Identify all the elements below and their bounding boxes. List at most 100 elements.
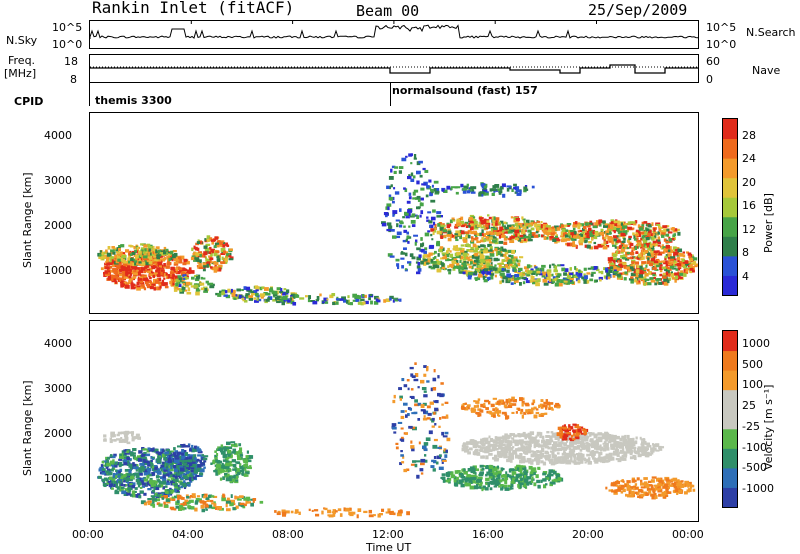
velocity-cell <box>154 492 158 497</box>
velocity-cell <box>200 504 205 509</box>
power-cell <box>490 231 493 236</box>
velocity-cell <box>276 512 281 516</box>
power-cell <box>119 280 123 284</box>
power-cell <box>430 228 435 232</box>
power-cell <box>493 227 498 231</box>
velocity-cell <box>117 431 122 435</box>
power-cell <box>112 268 118 272</box>
power-cell <box>122 275 126 280</box>
velocity-cell <box>608 456 611 459</box>
power-cell <box>218 267 222 272</box>
velocity-cell <box>162 482 167 485</box>
power-cell <box>272 299 276 302</box>
velocity-cell <box>555 444 558 447</box>
power-cell <box>129 270 134 275</box>
velocity-cell <box>175 501 180 506</box>
velocity-cell <box>616 453 620 457</box>
velocity-cell <box>512 449 517 454</box>
power-cell <box>623 225 628 229</box>
power-cell <box>430 252 436 255</box>
power-cell <box>129 253 133 257</box>
power-cell <box>121 258 125 263</box>
power-cell <box>619 244 623 248</box>
power-cell <box>657 239 661 243</box>
velocity-cell <box>531 459 535 462</box>
power-cell <box>633 238 639 241</box>
power-cell <box>652 240 657 245</box>
power-cell <box>224 290 228 294</box>
power-cell <box>499 229 505 233</box>
velocity-cell <box>150 486 154 489</box>
power-cell <box>577 222 581 226</box>
power-cell <box>517 222 522 226</box>
power-cell <box>229 256 234 260</box>
velocity-cell <box>577 454 582 458</box>
velocity-cell <box>482 437 486 441</box>
velocity-cell <box>131 465 136 470</box>
power-cell <box>619 261 623 265</box>
power-cell <box>613 271 619 274</box>
velocity-cell <box>523 460 529 463</box>
velocity-cell <box>134 487 138 490</box>
velocity-cell <box>633 447 636 451</box>
power-panel <box>89 112 699 314</box>
velocity-cell <box>236 469 240 472</box>
velocity-cell <box>583 438 589 442</box>
power-cell <box>596 268 600 272</box>
power-cell <box>128 280 132 284</box>
velocity-cell <box>308 508 311 512</box>
power-cell <box>189 270 195 274</box>
power-cell <box>683 273 687 277</box>
power-cell <box>161 269 164 272</box>
power-cell <box>483 244 486 248</box>
velocity-cell <box>182 506 185 511</box>
power-cell <box>602 246 608 250</box>
velocity-cell <box>109 468 114 472</box>
power-cell <box>407 209 413 213</box>
power-cell <box>608 237 614 241</box>
power-cell <box>373 301 379 305</box>
power-cell <box>416 215 420 220</box>
power-cell <box>124 266 130 269</box>
power-cell <box>181 256 185 260</box>
velocity-cell <box>327 514 332 517</box>
velocity-cell <box>211 502 215 505</box>
power-cell <box>468 225 471 228</box>
power-cell <box>439 215 444 218</box>
power-cell <box>155 279 159 284</box>
power-cell <box>476 269 481 272</box>
power-cell <box>259 286 263 291</box>
power-cell <box>583 234 586 238</box>
velocity-cell <box>229 469 232 472</box>
power-cell <box>603 225 608 228</box>
power-cell <box>494 271 499 274</box>
power-cell <box>308 295 312 300</box>
power-cell <box>172 254 176 259</box>
velocity-cell <box>244 473 247 477</box>
power-cell <box>528 233 533 236</box>
velocity-cell <box>545 439 549 443</box>
power-cell <box>567 232 571 236</box>
power-cell <box>172 273 175 278</box>
power-cell <box>653 243 659 247</box>
power-cell <box>600 245 605 248</box>
velocity-cell <box>121 490 127 495</box>
power-cell <box>156 254 159 259</box>
power-cell <box>476 259 481 264</box>
velocity-cell <box>150 456 153 459</box>
velocity-cell <box>128 469 132 474</box>
nsky-label: N.Sky <box>6 34 38 47</box>
power-cell <box>549 236 554 239</box>
power-cell <box>222 250 227 254</box>
velocity-cell <box>167 468 170 471</box>
power-cell <box>661 281 665 285</box>
velocity-cell <box>524 452 529 455</box>
power-cell <box>343 299 347 303</box>
power-cell <box>223 261 228 264</box>
velocity-cell <box>183 480 186 484</box>
power-cell <box>144 264 149 268</box>
velocity-cell <box>152 468 155 471</box>
velocity-cell <box>166 448 170 452</box>
power-cell <box>203 290 208 293</box>
power-cell <box>111 246 115 249</box>
